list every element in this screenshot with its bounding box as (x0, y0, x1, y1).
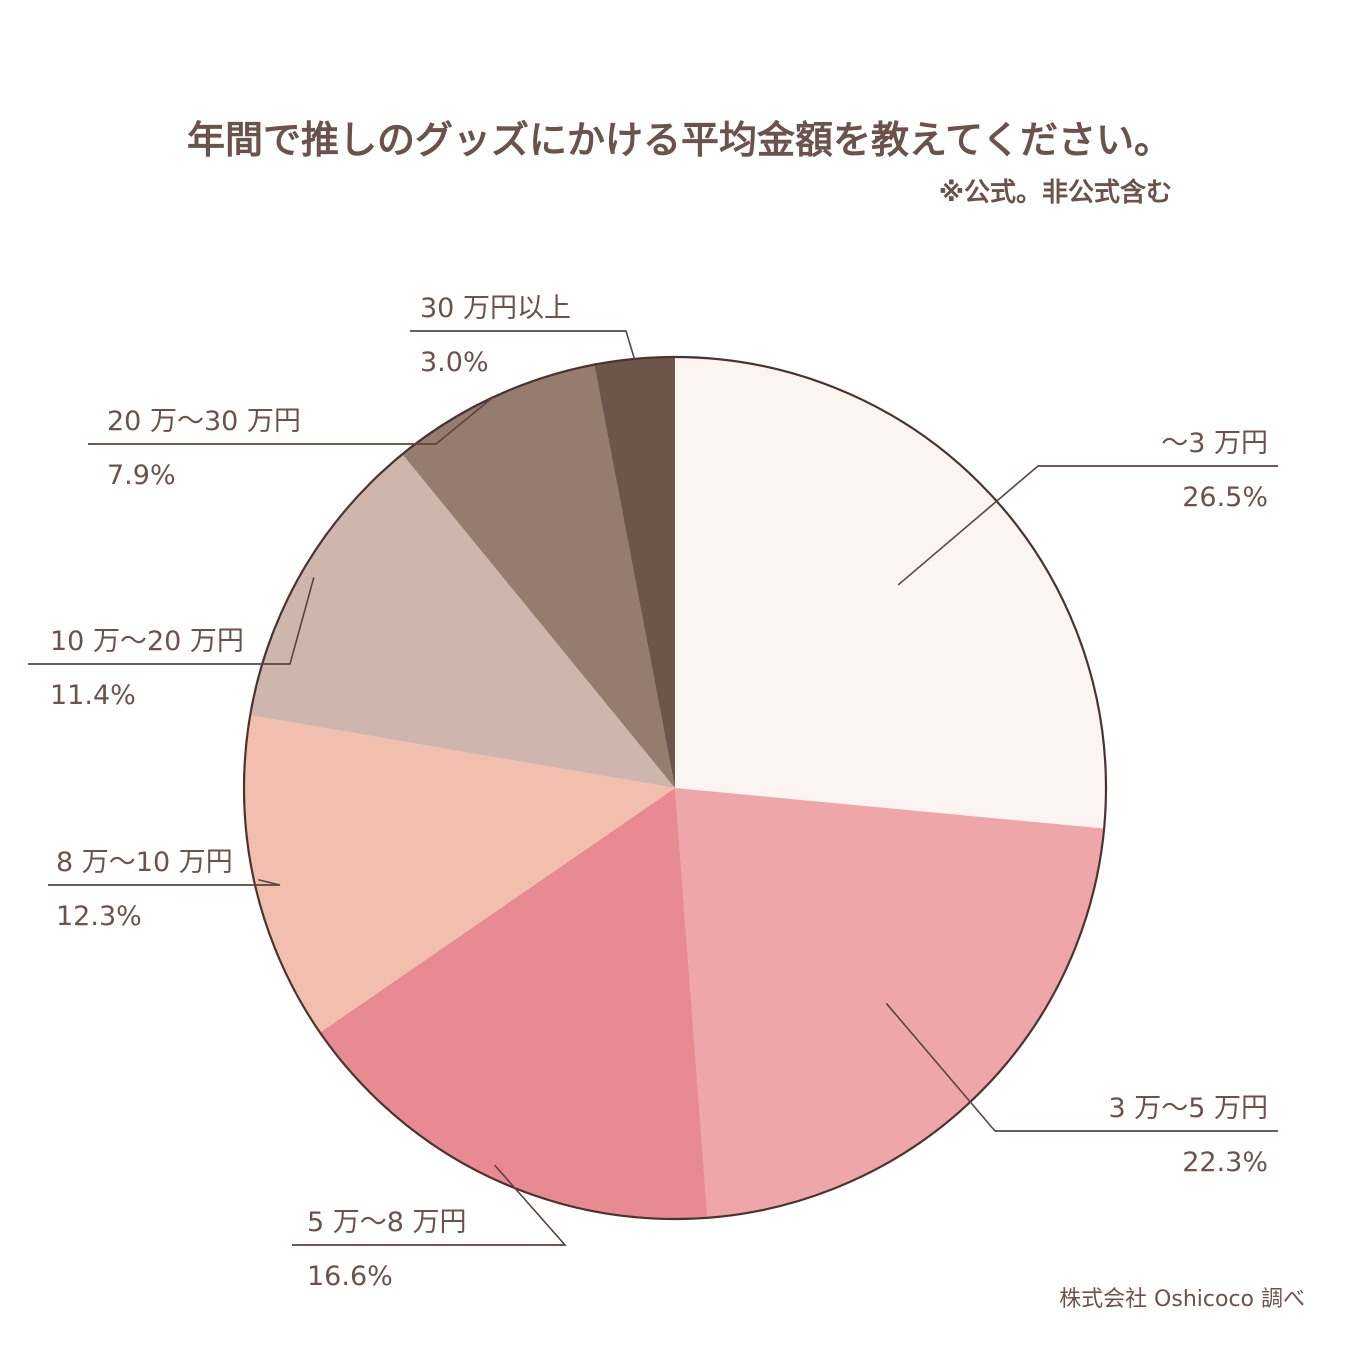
pie-slice (675, 357, 1106, 829)
slice-percent-label: 16.6% (307, 1261, 393, 1292)
pie-slice (402, 364, 675, 788)
slice-category-label: 8 万〜10 万円 (56, 847, 233, 878)
slice-category-label: 5 万〜8 万円 (307, 1207, 467, 1238)
slice-category-label: 3 万〜5 万円 (1108, 1093, 1268, 1124)
slice-category-label: 10 万〜20 万円 (50, 626, 244, 657)
slice-percent-label: 7.9% (107, 460, 176, 491)
pie-slice (250, 454, 675, 788)
slice-percent-label: 22.3% (1182, 1147, 1268, 1178)
slice-percent-label: 12.3% (56, 901, 142, 932)
slice-category-label: 30 万円以上 (420, 293, 571, 324)
chart-title: 年間で推しのグッズにかける平均金額を教えてください。 (187, 118, 1172, 162)
slice-percent-label: 11.4% (50, 680, 136, 711)
slice-category-label: 〜3 万円 (1161, 428, 1268, 459)
chart-subtitle: ※公式。非公式含む (939, 177, 1172, 208)
pie-slice (320, 788, 708, 1219)
pie-slices (244, 357, 1106, 1219)
leader-lines (28, 330, 1278, 1246)
slice-category-label: 20 万〜30 万円 (107, 406, 301, 437)
pie-slice (594, 357, 675, 788)
pie-slice (244, 715, 675, 1033)
slice-percent-label: 3.0% (420, 347, 489, 378)
slice-labels: 〜3 万円 26.5% 3 万〜5 万円 22.3% 5 万〜8 万円 16.6% 8 万〜… (50, 293, 1268, 1292)
pie-slice (675, 788, 1105, 1218)
source-note: 株式会社 Oshicoco 調べ (1059, 1287, 1305, 1312)
pie-outline (242, 355, 1108, 1221)
slice-percent-label: 26.5% (1182, 482, 1268, 513)
